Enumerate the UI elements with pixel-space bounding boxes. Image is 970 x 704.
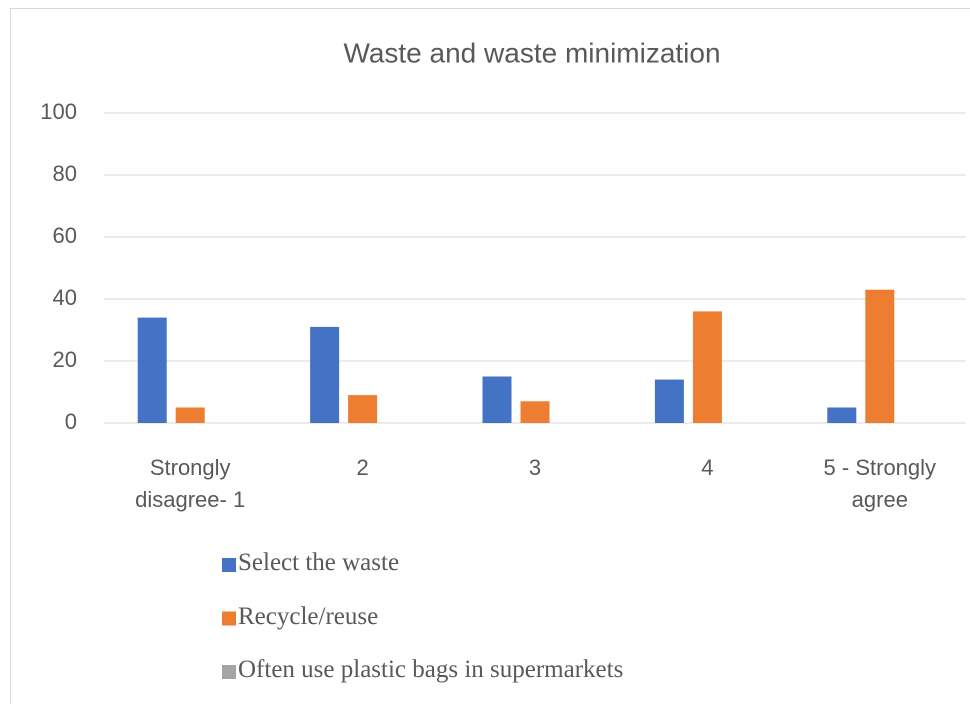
y-tick-label: 60	[53, 223, 77, 248]
x-tick-label: 2	[356, 455, 369, 480]
x-tick-label: 3	[528, 455, 542, 480]
bar	[137, 317, 167, 423]
bar	[310, 326, 340, 423]
bar	[175, 407, 205, 423]
legend-swatch	[222, 558, 236, 572]
bar	[692, 311, 722, 423]
bar	[827, 407, 857, 423]
legend-label: Recycle/reuse	[238, 602, 379, 630]
bar	[348, 395, 378, 423]
y-tick-label: 40	[53, 285, 77, 310]
y-tick-label: 0	[65, 409, 77, 434]
legend-swatch	[222, 611, 236, 626]
chart-frame	[10, 8, 970, 704]
legend-label: Select the waste	[238, 549, 400, 576]
bar	[654, 379, 684, 423]
bar	[865, 289, 895, 423]
chart-title: Waste and waste minimization	[343, 37, 720, 68]
y-tick-label: 20	[53, 347, 77, 372]
x-tick-label: Strongly disagree- 1	[135, 455, 246, 512]
bar	[520, 401, 550, 423]
bar	[482, 376, 512, 423]
x-tick-label: 5 - Strongly agree	[823, 455, 937, 512]
legend-label: Often use plastic bags in supermarkets	[238, 656, 624, 683]
y-tick-label: 100	[40, 99, 77, 124]
legend-swatch	[222, 665, 236, 679]
y-tick-label: 80	[53, 161, 77, 186]
x-tick-label: 4	[701, 455, 714, 480]
